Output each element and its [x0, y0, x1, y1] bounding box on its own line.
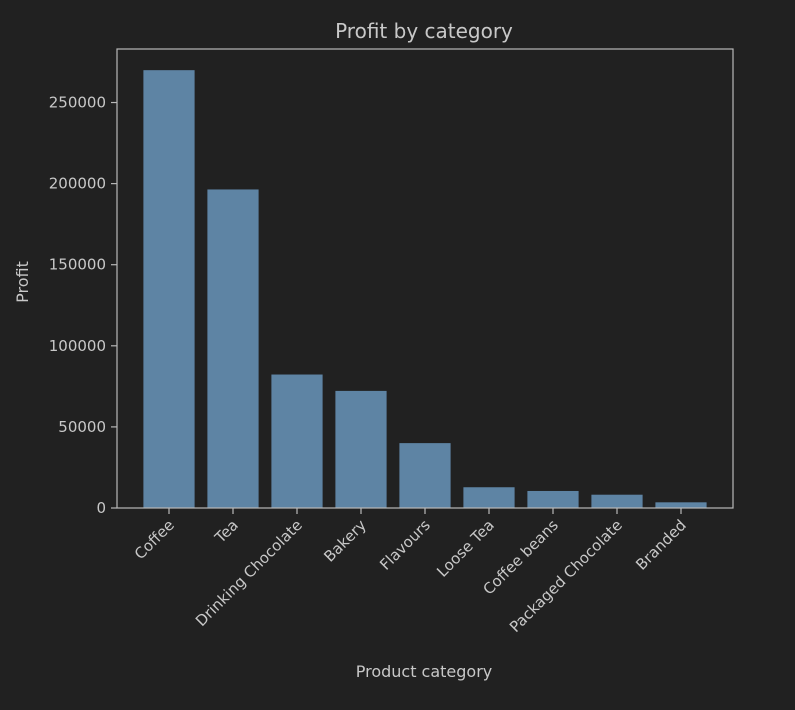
y-tick-label-4: 200000 [49, 175, 106, 193]
bar-7 [591, 494, 643, 508]
bar-6 [527, 490, 579, 508]
chart-title: Profit by category [335, 19, 513, 43]
bar-5 [463, 487, 515, 508]
bar-0 [143, 70, 195, 509]
y-tick-label-2: 100000 [49, 337, 106, 355]
bar-3 [335, 390, 387, 508]
bar-1 [207, 189, 259, 508]
bar-8 [655, 502, 707, 508]
y-tick-label-0: 0 [96, 499, 106, 517]
bar-2 [271, 374, 323, 508]
y-tick-label-1: 50000 [58, 418, 106, 436]
y-tick-label-3: 150000 [49, 256, 106, 274]
bars-layer [143, 70, 707, 509]
y-tick-label-5: 250000 [49, 94, 106, 112]
x-axis-label: Product category [356, 662, 493, 681]
bar-4 [399, 443, 451, 508]
plot-frame [116, 48, 734, 509]
y-axis-label: Profit [13, 261, 32, 303]
